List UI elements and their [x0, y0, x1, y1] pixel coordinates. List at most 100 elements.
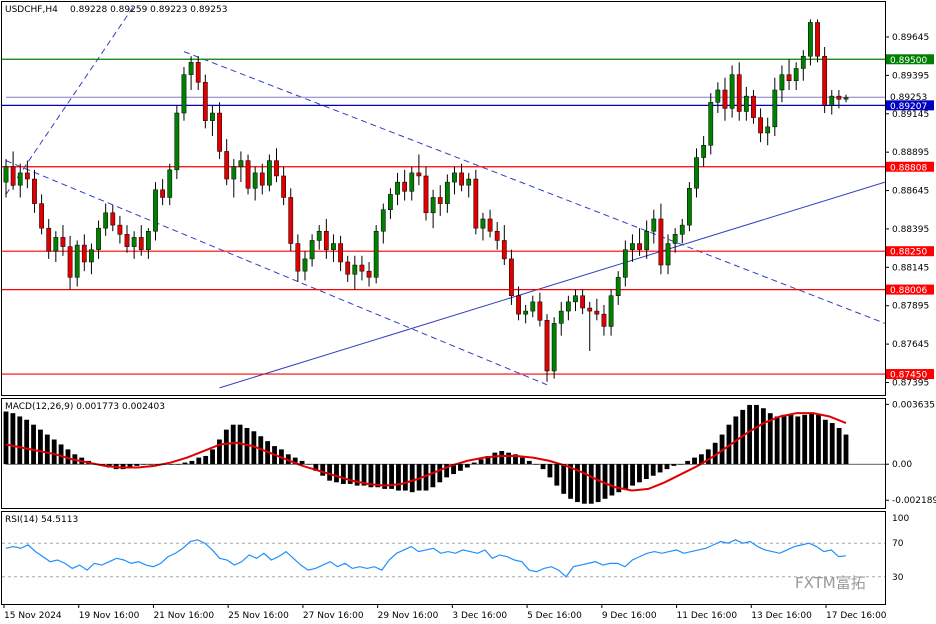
macd-bar — [65, 449, 71, 465]
candle-body — [637, 243, 642, 250]
macd-bar — [44, 434, 50, 465]
price-tick-label: 0.89645 — [892, 33, 929, 43]
macd-bar — [692, 457, 697, 465]
candle-body — [694, 157, 699, 189]
candle-body — [402, 181, 408, 192]
time-tick-label: 15 Nov 2024 — [4, 611, 62, 621]
fxtm-watermark: FXTM富拓 — [795, 574, 866, 592]
candle-body — [409, 172, 415, 192]
macd-bar — [471, 462, 477, 465]
macd-bar — [203, 455, 209, 465]
macd-bar — [836, 427, 842, 465]
candle-body — [551, 323, 557, 372]
candle-body — [60, 237, 66, 247]
candle-body — [309, 240, 315, 260]
macd-bar — [616, 464, 622, 493]
macd-bar — [416, 464, 422, 491]
macd-bar — [705, 449, 711, 465]
macd-bar — [320, 464, 326, 476]
price-tick-label: 0.88395 — [892, 225, 929, 235]
macd-bar — [588, 464, 594, 504]
macd-bar — [774, 416, 780, 465]
candle-body — [772, 89, 778, 128]
candle-body — [608, 295, 614, 327]
time-tick-label: 5 Dec 16:00 — [527, 611, 582, 621]
level-tag — [886, 246, 934, 257]
trendline-dashed-descending — [183, 51, 886, 324]
candle-body — [217, 112, 222, 152]
candle-body — [89, 249, 94, 263]
candle-body — [32, 178, 37, 204]
macd-bar — [458, 464, 463, 471]
candle-body — [423, 175, 429, 214]
candle-body — [437, 197, 443, 204]
candle-body — [131, 237, 137, 247]
macd-bar — [843, 434, 849, 465]
macd-bar — [223, 429, 229, 465]
macd-bar — [134, 464, 140, 466]
macd-indicator: 0.003635 0.00 -0.002189 — [3, 400, 936, 506]
candle-body — [487, 218, 493, 232]
macd-bar — [217, 439, 222, 465]
candle-body — [323, 230, 329, 250]
level-label: 0.89207 — [890, 102, 927, 112]
macd-bar — [354, 464, 360, 486]
candle-body — [10, 166, 16, 186]
time-tick-label: 21 Nov 16:00 — [153, 611, 214, 621]
price-panel-frame — [1, 1, 886, 396]
time-tick-label: 27 Nov 16:00 — [303, 611, 364, 621]
candle-body — [594, 310, 600, 315]
candle-body — [530, 301, 536, 312]
candle-body — [751, 95, 756, 118]
candle-body — [3, 166, 9, 183]
candle-body — [729, 74, 735, 109]
macd-bar — [230, 424, 236, 465]
time-tick-label: 9 Dec 16:00 — [602, 611, 657, 621]
macd-bar — [313, 464, 319, 471]
macd-bar — [609, 464, 615, 496]
time-tick-label: 13 Dec 16:00 — [751, 611, 812, 621]
candle-body — [124, 234, 130, 247]
candle-body — [687, 188, 692, 226]
macd-bar — [630, 464, 635, 486]
candle-body — [81, 244, 87, 263]
candle-body — [630, 243, 635, 250]
macd-bar — [492, 452, 498, 465]
candle-body — [622, 249, 628, 278]
macd-bar — [506, 452, 512, 465]
candle-body — [117, 224, 123, 235]
macd-bar — [451, 464, 456, 475]
candle-body — [153, 189, 158, 232]
price-tick-label: 0.87895 — [892, 302, 929, 312]
candle-body — [601, 313, 607, 327]
macd-bar — [58, 444, 64, 465]
macd-tick-label: -0.002189 — [892, 496, 936, 506]
macd-bar — [767, 413, 773, 465]
candle-body — [452, 172, 457, 183]
candle-body — [345, 261, 351, 275]
candle-body — [316, 230, 322, 241]
rsi-tick-label: 30 — [892, 573, 904, 583]
macd-bar — [829, 423, 835, 465]
macd-bar — [10, 413, 16, 465]
candle-body — [103, 212, 109, 229]
macd-signal-line — [5, 412, 847, 492]
candle-body — [373, 230, 379, 278]
candle-body — [459, 172, 464, 186]
macd-bar — [781, 414, 787, 465]
macd-bar — [361, 464, 367, 486]
trendline-dashed-upper-left — [5, 5, 135, 195]
price-tick-label: 0.89395 — [892, 71, 929, 81]
time-tick-label: 3 Dec 16:00 — [452, 611, 507, 621]
candle-body — [188, 62, 194, 75]
rsi-tick-label: 100 — [892, 514, 909, 524]
candle-body — [359, 264, 365, 272]
macd-bar — [24, 419, 30, 465]
candle-body — [786, 74, 792, 82]
candle-body — [822, 55, 828, 106]
macd-bar — [802, 414, 808, 465]
candle-body — [238, 160, 244, 168]
macd-bar — [251, 431, 257, 465]
price-tick-label: 0.88895 — [892, 148, 929, 158]
level-tag — [886, 54, 934, 65]
